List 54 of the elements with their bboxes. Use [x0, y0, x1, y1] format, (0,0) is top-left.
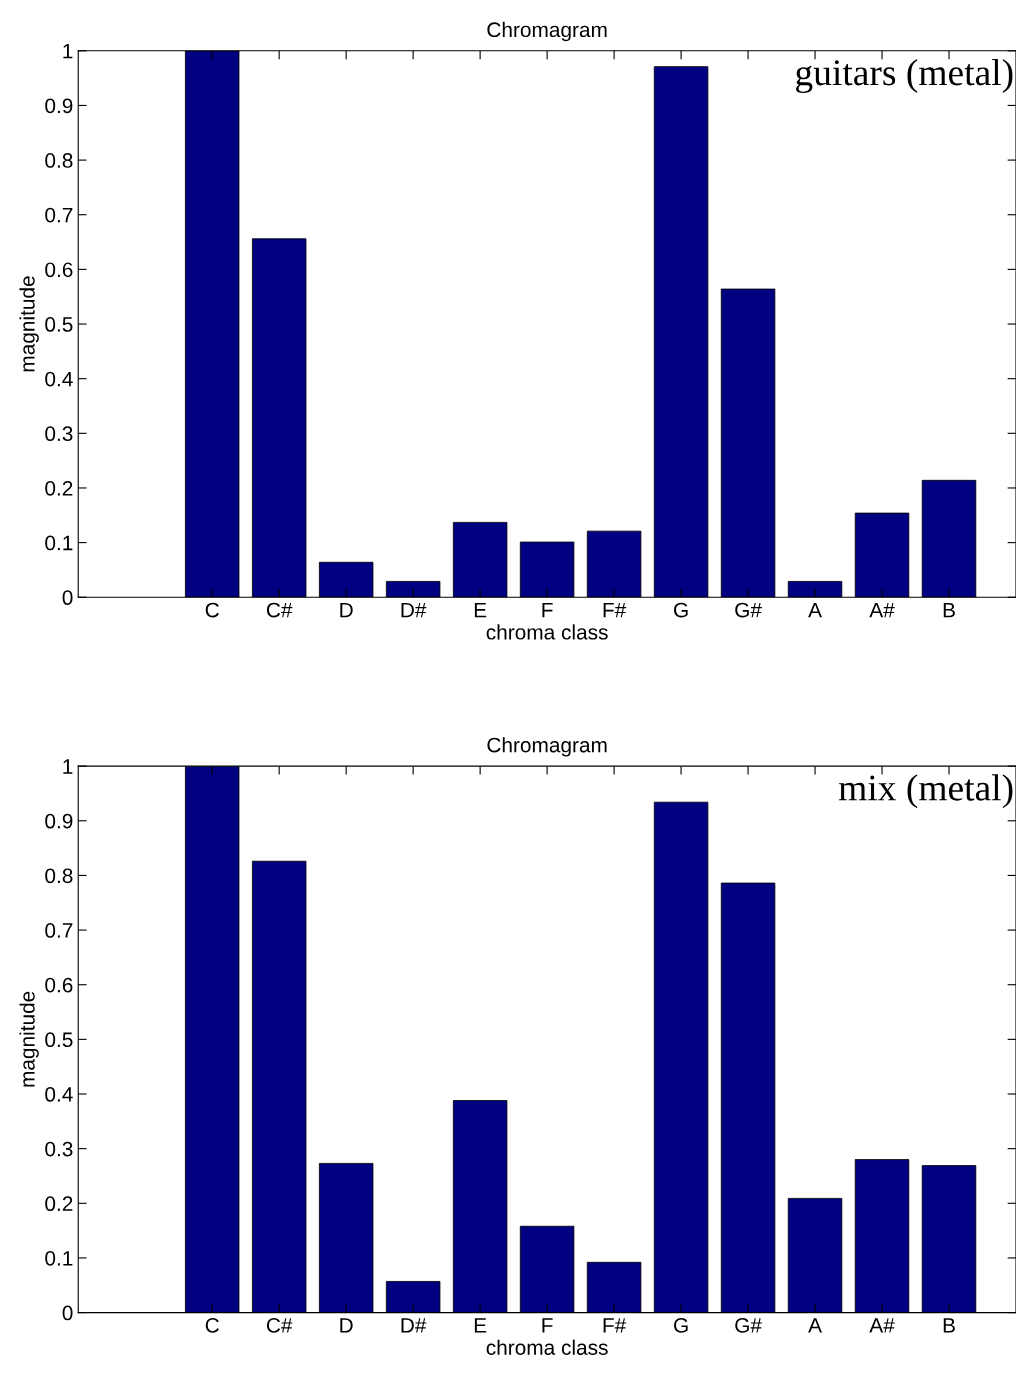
y-tick-label: 1 [63, 759, 73, 774]
y-tick-label: 0.1 [45, 535, 73, 551]
chart-title: Chromagram [487, 737, 607, 757]
y-tick-label: 0.2 [45, 480, 73, 496]
x-tick-label: F# [603, 1318, 627, 1333]
x-axis-title: chroma class [486, 624, 608, 640]
y-tick-label: 0.3 [45, 1141, 73, 1157]
y-tick-label: 1 [63, 44, 73, 59]
y-tick-label: 0.5 [45, 1032, 73, 1048]
x-tick-label: B [943, 1318, 955, 1333]
x-tick-label: A [808, 602, 822, 618]
y-tick-label: 0.2 [45, 1196, 73, 1212]
x-tick-label: D [340, 602, 353, 618]
annotation: mix (metal) [838, 774, 1013, 809]
x-tick-label: G [674, 1318, 688, 1333]
y-tick-label: 0.9 [45, 98, 73, 114]
y-tick-label: 0.7 [45, 923, 73, 938]
y-tick-label: 0.4 [45, 1087, 73, 1102]
x-tick-label: D# [401, 1318, 427, 1333]
x-tick-label: C [205, 1318, 219, 1333]
y-tick-label: 0.4 [45, 371, 73, 387]
x-tick-label: E [474, 1318, 487, 1333]
x-tick-label: C [205, 602, 219, 618]
x-tick-label: F# [603, 602, 627, 618]
y-tick-label: 0.1 [45, 1250, 73, 1266]
y-tick-label: 0 [62, 590, 73, 606]
y-axis-title: magnitude [19, 276, 39, 372]
y-tick-label: 0.6 [45, 262, 73, 278]
x-tick-label: D# [401, 602, 427, 618]
x-tick-label: C# [266, 1318, 293, 1333]
x-tick-label: C# [266, 602, 293, 618]
y-tick-label: 0.8 [45, 153, 73, 168]
x-tick-label: F [542, 602, 553, 618]
x-tick-label: F [542, 1318, 553, 1333]
y-tick-label: 0.5 [45, 317, 73, 332]
x-tick-label: E [474, 602, 487, 618]
x-tick-label: A# [869, 602, 895, 618]
y-tick-label: 0 [62, 1305, 73, 1321]
x-tick-label: G [674, 602, 688, 618]
x-tick-label: G# [735, 1318, 762, 1333]
chart-title: Chromagram [487, 21, 607, 42]
y-axis-title: magnitude [19, 991, 39, 1087]
y-tick-label: 0.9 [45, 813, 73, 829]
y-tick-label: 0.7 [45, 207, 73, 223]
x-tick-label: D [340, 1318, 353, 1333]
y-tick-label: 0.8 [45, 868, 73, 884]
x-tick-label: B [943, 602, 955, 618]
x-tick-label: A [808, 1318, 822, 1333]
x-axis-title: chroma class [486, 1339, 608, 1355]
x-tick-label: A# [869, 1318, 895, 1333]
y-tick-label: 0.6 [45, 977, 73, 993]
y-tick-label: 0.3 [45, 426, 73, 442]
annotation: guitars (metal) [796, 59, 1013, 94]
x-tick-label: G# [735, 602, 762, 618]
